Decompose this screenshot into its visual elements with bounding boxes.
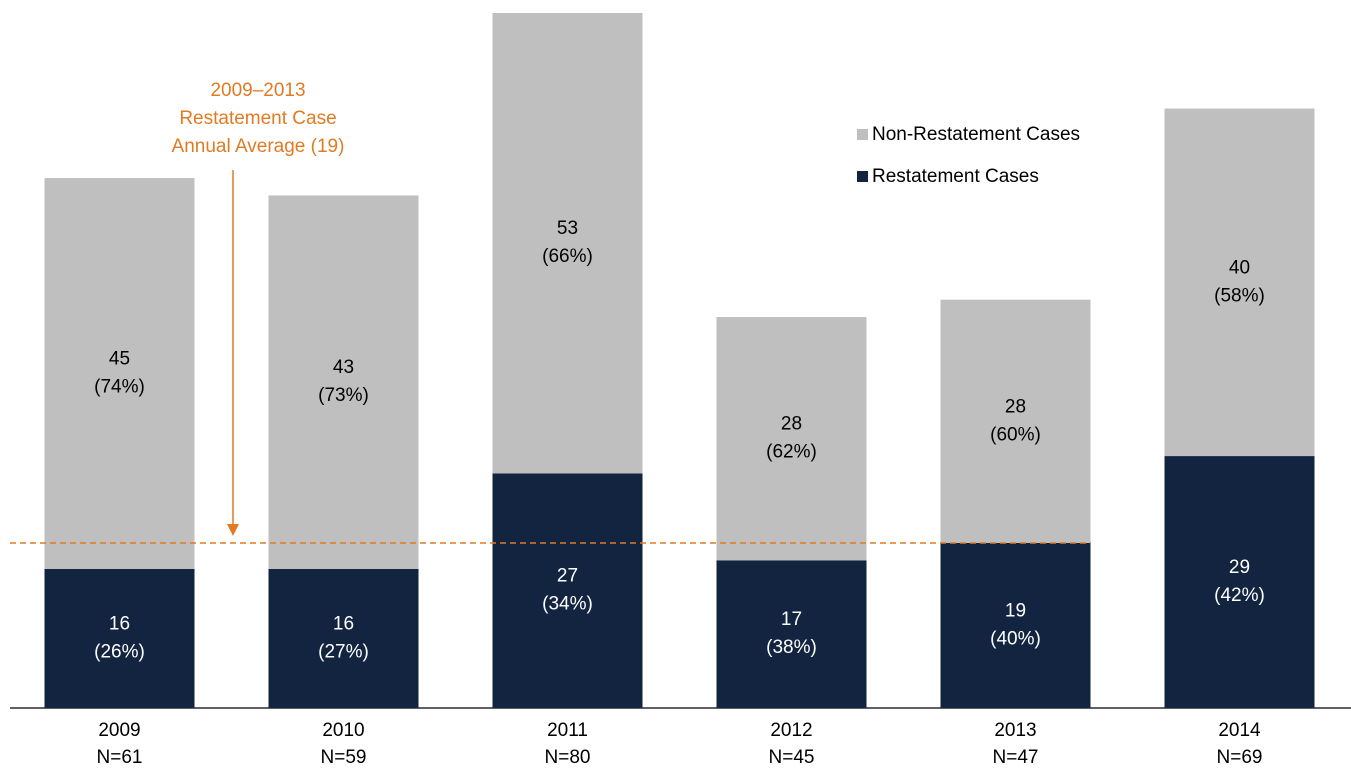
x-tick-sublabel: N=45	[769, 747, 815, 768]
percent-label: (40%)	[990, 628, 1041, 649]
bar-segment	[268, 195, 419, 569]
x-tick-label: 2010	[322, 720, 364, 741]
value-label: 28	[781, 414, 802, 435]
x-tick-sublabel: N=47	[993, 747, 1039, 768]
percent-label: (66%)	[542, 246, 593, 267]
x-tick-sublabel: N=61	[97, 747, 143, 768]
x-tick-sublabel: N=80	[545, 747, 591, 768]
percent-label: (60%)	[990, 424, 1041, 445]
value-label: 53	[557, 218, 578, 239]
value-label: 40	[1229, 257, 1250, 278]
legend-label: Non-Restatement Cases	[872, 124, 1080, 145]
percent-label: (38%)	[766, 637, 817, 658]
bar-segment	[716, 560, 867, 708]
value-label: 43	[333, 357, 354, 378]
x-tick-label: 2009	[98, 720, 140, 741]
value-label: 45	[109, 349, 130, 370]
x-tick-label: 2013	[994, 720, 1036, 741]
value-label: 28	[1005, 396, 1026, 417]
percent-label: (62%)	[766, 442, 817, 463]
bar-segment	[44, 569, 195, 708]
value-label: 19	[1005, 600, 1026, 621]
bar-segment	[268, 569, 419, 708]
bar-segment	[940, 542, 1091, 708]
x-tick-label: 2012	[770, 720, 812, 741]
value-label: 16	[333, 614, 354, 635]
percent-label: (27%)	[318, 642, 369, 663]
x-tick-label: 2011	[547, 720, 588, 741]
annotation-arrowhead	[227, 524, 239, 536]
bar-segment	[940, 299, 1091, 543]
percent-label: (58%)	[1214, 285, 1265, 306]
annotation: Restatement Case	[179, 108, 336, 129]
bar-segment	[44, 178, 195, 569]
percent-label: (74%)	[94, 377, 145, 398]
x-tick-sublabel: N=69	[1217, 747, 1263, 768]
annotation: Annual Average (19)	[172, 136, 345, 157]
legend-swatch	[857, 129, 868, 140]
x-tick-sublabel: N=59	[321, 747, 367, 768]
bar-segment	[716, 317, 867, 561]
bar-segment	[1164, 108, 1315, 457]
value-label: 27	[557, 566, 578, 587]
percent-label: (34%)	[542, 594, 593, 615]
value-label: 16	[109, 614, 130, 635]
annotation: 2009–2013	[210, 80, 305, 101]
percent-label: (42%)	[1214, 585, 1265, 606]
value-label: 29	[1229, 557, 1250, 578]
value-label: 17	[781, 609, 802, 630]
percent-label: (73%)	[318, 385, 369, 406]
bar-segment	[1164, 456, 1315, 708]
legend-label: Restatement Cases	[872, 166, 1039, 187]
legend-swatch	[857, 171, 868, 182]
bar-segment	[492, 13, 643, 474]
percent-label: (26%)	[94, 642, 145, 663]
x-tick-label: 2014	[1218, 720, 1261, 741]
bar-segment	[492, 473, 643, 708]
